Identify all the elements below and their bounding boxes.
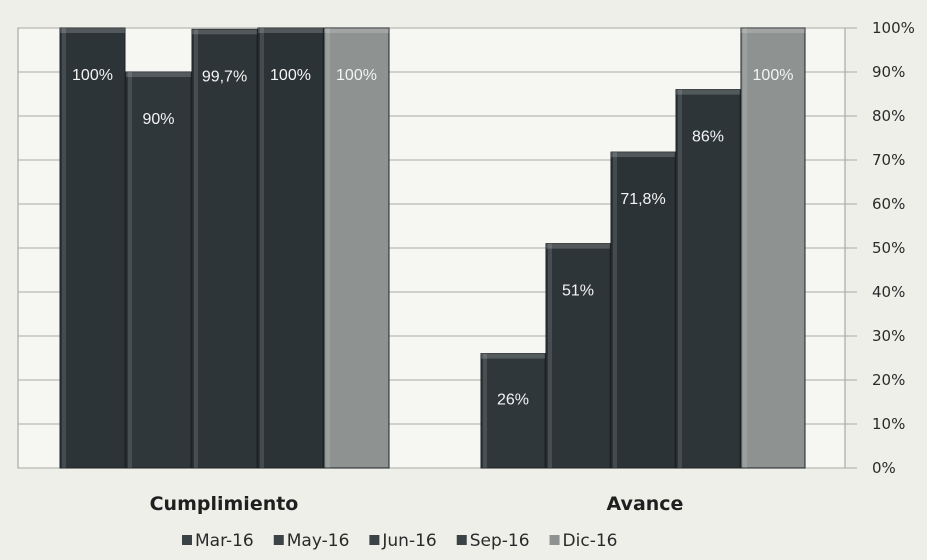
y-tick-label: 30% xyxy=(872,327,905,345)
bar-top-edge xyxy=(258,28,323,33)
data-label: 99,7% xyxy=(202,68,247,85)
bar-cumplimiento-3 xyxy=(191,28,258,469)
legend-swatch xyxy=(456,535,467,545)
x-axis: Cumplimiento Avance xyxy=(150,493,684,515)
data-label: 100% xyxy=(753,67,794,84)
y-tick-label: 70% xyxy=(872,151,905,169)
bar-top-edge xyxy=(676,89,740,95)
legend-swatch xyxy=(182,535,192,545)
bar-avance-3 xyxy=(610,151,676,469)
data-label: 100% xyxy=(336,67,377,84)
bar-highlight xyxy=(128,72,132,468)
bar-top-edge xyxy=(741,28,805,33)
bar-top-edge xyxy=(60,28,125,33)
y-tick-label: 20% xyxy=(872,371,905,389)
legend-swatch xyxy=(549,535,560,545)
bar-highlight xyxy=(483,353,487,468)
bar-avance-4 xyxy=(675,89,741,469)
bar-highlight xyxy=(194,29,198,468)
y-tick-label: 90% xyxy=(872,63,905,81)
legend-label: Sep-16 xyxy=(470,531,530,551)
bar-highlight xyxy=(62,28,66,468)
legend: Mar-16 May-16 Jun-16 Sep-16 Dic-16 xyxy=(182,531,617,551)
data-label: 100% xyxy=(72,67,113,84)
legend-label: Dic-16 xyxy=(563,531,618,551)
bar-top-edge xyxy=(192,29,257,35)
bar-cumplimiento-2 xyxy=(125,71,192,469)
legend-label: Mar-16 xyxy=(195,531,254,551)
bars xyxy=(59,27,806,469)
bar-top-edge xyxy=(546,243,610,249)
y-tick-label: 60% xyxy=(872,195,905,213)
data-label: 90% xyxy=(142,111,174,128)
bar-highlight xyxy=(326,28,330,468)
bar-top-edge xyxy=(611,152,675,158)
y-tick-label: 0% xyxy=(872,459,896,477)
legend-swatch xyxy=(273,535,284,545)
bar-avance-1 xyxy=(480,353,546,469)
y-axis: 0% 10% 20% 30% 40% 50% 60% 70% 80% 90% 100% xyxy=(872,19,915,477)
data-label: 71,8% xyxy=(620,191,665,208)
y-tick-label: 100% xyxy=(872,19,915,37)
y-tick-label: 50% xyxy=(872,239,905,257)
y-tick-label: 80% xyxy=(872,107,905,125)
category-label: Avance xyxy=(607,493,684,515)
bar-top-edge xyxy=(324,28,389,33)
data-labels: 100% 90% 99,7% 100% 100% 26% 51% 71,8% 86% 100% xyxy=(72,67,793,409)
bar-highlight xyxy=(260,28,264,468)
bar-highlight xyxy=(613,152,617,468)
bar-top-edge xyxy=(481,353,545,359)
y-tick-label: 40% xyxy=(872,283,905,301)
y-tick-label: 10% xyxy=(872,415,905,433)
bar-avance-2 xyxy=(545,243,611,469)
legend-label: Jun-16 xyxy=(381,531,436,551)
data-label: 51% xyxy=(562,283,594,300)
data-label: 100% xyxy=(270,67,311,84)
legend-label: May-16 xyxy=(287,531,350,551)
bar-highlight xyxy=(743,28,747,468)
bar-cumplimiento-4 xyxy=(257,27,324,469)
bar-avance-5 xyxy=(740,27,806,469)
legend-swatch xyxy=(369,535,380,545)
data-label: 26% xyxy=(497,392,529,409)
data-label: 86% xyxy=(692,129,724,146)
bar-top-edge xyxy=(126,72,191,77)
bar-cumplimiento-1 xyxy=(59,27,126,469)
category-label: Cumplimiento xyxy=(150,493,299,515)
bar-highlight xyxy=(678,89,682,468)
bar-highlight xyxy=(548,243,552,468)
bar-cumplimiento-5 xyxy=(323,27,390,469)
